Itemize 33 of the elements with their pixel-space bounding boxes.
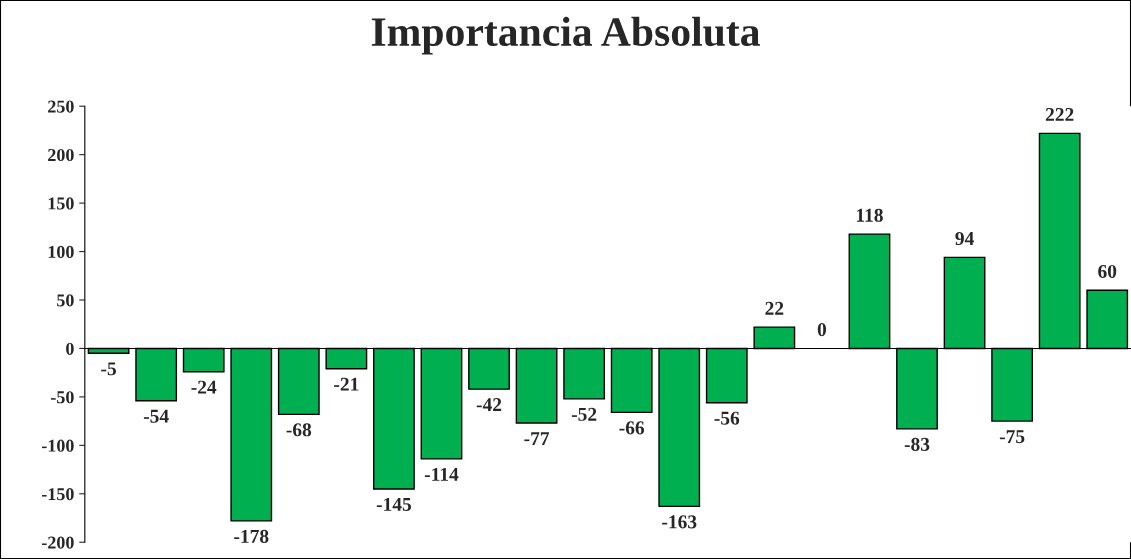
- y-tick-label: -50: [51, 391, 74, 404]
- data-label: 22: [765, 301, 784, 315]
- data-label: -178: [234, 529, 269, 543]
- y-tick-label: 50: [57, 294, 74, 307]
- y-tick-label: 200: [48, 148, 74, 162]
- data-label: -77: [524, 432, 550, 445]
- data-label: -66: [619, 421, 645, 435]
- data-label: 94: [955, 232, 974, 246]
- data-label: -56: [714, 411, 740, 425]
- data-label: -42: [476, 398, 502, 411]
- chart-title: Importancia Absoluta: [371, 16, 760, 55]
- y-tick-label: 0: [66, 342, 74, 355]
- data-label: 222: [1045, 107, 1074, 121]
- data-label: 60: [1098, 264, 1117, 279]
- data-label: -114: [424, 467, 459, 481]
- data-label: 118: [856, 208, 883, 222]
- y-tick-label: -200: [41, 536, 74, 549]
- data-label: -52: [571, 407, 597, 421]
- data-label: -163: [662, 515, 697, 529]
- data-label: -54: [143, 409, 169, 423]
- data-label: -75: [999, 430, 1025, 444]
- data-label: -21: [334, 377, 359, 391]
- y-tick-label: -100: [41, 439, 74, 452]
- data-label: 0: [817, 323, 827, 337]
- data-label: -145: [376, 497, 412, 511]
- y-tick-label: 150: [48, 197, 74, 210]
- y-tick-label: 100: [48, 245, 74, 258]
- y-tick-label: -150: [41, 488, 74, 501]
- data-label: -68: [286, 423, 312, 437]
- data-label: -83: [904, 437, 930, 451]
- data-label: -5: [101, 362, 116, 376]
- data-label: -24: [191, 380, 217, 394]
- y-tick-label: 250: [48, 100, 74, 113]
